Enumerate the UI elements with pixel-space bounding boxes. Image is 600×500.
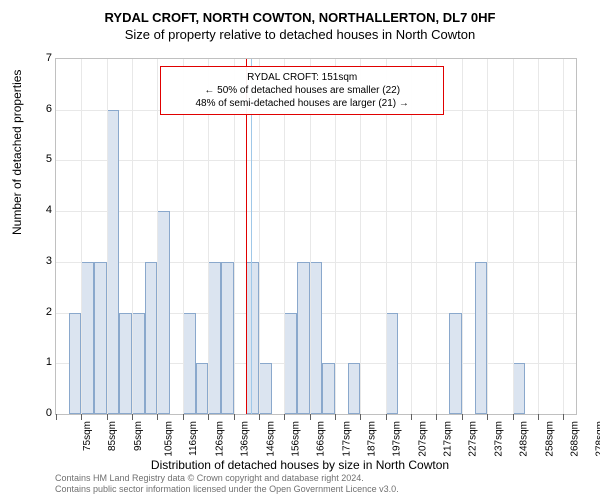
gridline-v [538,59,539,414]
histogram-bar [145,262,158,414]
chart-container: RYDAL CROFT, NORTH COWTON, NORTHALLERTON… [0,0,600,500]
x-tick [234,414,235,420]
histogram-bar [297,262,310,414]
gridline-v [563,59,564,414]
x-tick-label: 105sqm [164,421,175,457]
y-tick-label: 6 [46,103,52,115]
x-tick [81,414,82,420]
histogram-bar [107,110,120,414]
x-tick [335,414,336,420]
histogram-bar [81,262,94,414]
histogram-bar [94,262,107,414]
x-tick-label: 156sqm [291,421,302,457]
x-tick [284,414,285,420]
annotation-box: RYDAL CROFT: 151sqm← 50% of detached hou… [160,66,444,115]
x-tick [386,414,387,420]
x-axis-label: Distribution of detached houses by size … [0,458,600,472]
x-tick [487,414,488,420]
gridline-h [56,211,576,212]
x-tick-label: 85sqm [107,421,118,451]
x-tick-label: 166sqm [316,421,327,457]
histogram-bar [119,313,132,414]
x-tick [183,414,184,420]
annotation-line: RYDAL CROFT: 151sqm [167,71,437,84]
x-tick-label: 177sqm [341,421,352,457]
chart-title-sub: Size of property relative to detached ho… [0,27,600,42]
x-tick-label: 75sqm [82,421,93,451]
x-tick [107,414,108,420]
y-axis-label: Number of detached properties [10,70,24,235]
x-tick [513,414,514,420]
histogram-bar [259,363,272,414]
x-tick-label: 126sqm [214,421,225,457]
gridline-v [462,59,463,414]
histogram-bar [208,262,221,414]
y-tick-label: 5 [46,153,52,165]
y-tick-label: 2 [46,306,52,318]
annotation-line: ← 50% of detached houses are smaller (22… [167,84,437,97]
x-tick-label: 136sqm [240,421,251,457]
histogram-bar [284,313,297,414]
x-tick-label: 146sqm [265,421,276,457]
y-tick-label: 3 [46,255,52,267]
y-tick-label: 7 [46,52,52,64]
footer-line-1: Contains HM Land Registry data © Crown c… [55,473,399,485]
histogram-bar [132,313,145,414]
chart-plot-area: RYDAL CROFT: 151sqm← 50% of detached hou… [55,58,577,415]
x-tick-label: 197sqm [392,421,403,457]
x-tick-label: 187sqm [367,421,378,457]
x-tick [157,414,158,420]
x-tick [259,414,260,420]
gridline-v [513,59,514,414]
gridline-h [56,160,576,161]
x-tick-label: 258sqm [544,421,555,457]
gridline-v [157,59,158,414]
histogram-bar [475,262,488,414]
x-tick-label: 278sqm [595,421,600,457]
x-tick [436,414,437,420]
y-tick-label: 4 [46,204,52,216]
footer-attribution: Contains HM Land Registry data © Crown c… [55,473,399,496]
gridline-v [107,59,108,414]
x-tick-label: 217sqm [443,421,454,457]
histogram-bar [157,211,170,414]
x-tick-label: 237sqm [493,421,504,457]
histogram-bar [221,262,234,414]
gridline-v [132,59,133,414]
x-tick-label: 248sqm [519,421,530,457]
histogram-bar [246,262,259,414]
footer-line-2: Contains public sector information licen… [55,484,399,496]
x-tick [411,414,412,420]
x-tick-label: 227sqm [468,421,479,457]
y-tick-label: 1 [46,356,52,368]
histogram-bar [348,363,361,414]
x-tick [360,414,361,420]
histogram-bar [183,313,196,414]
x-tick-label: 95sqm [133,421,144,451]
x-tick [208,414,209,420]
x-tick-label: 207sqm [417,421,428,457]
y-tick-label: 0 [46,407,52,419]
histogram-bar [310,262,323,414]
histogram-bar [196,363,209,414]
x-tick-label: 268sqm [570,421,581,457]
histogram-bar [513,363,526,414]
gridline-v [81,59,82,414]
chart-title-main: RYDAL CROFT, NORTH COWTON, NORTHALLERTON… [0,0,600,25]
histogram-bar [69,313,82,414]
gridline-v [487,59,488,414]
annotation-line: 48% of semi-detached houses are larger (… [167,97,437,110]
histogram-bar [322,363,335,414]
histogram-bar [449,313,462,414]
x-tick [132,414,133,420]
x-tick [538,414,539,420]
x-tick-label: 116sqm [188,421,199,456]
x-tick [563,414,564,420]
histogram-bar [386,313,399,414]
x-tick [462,414,463,420]
x-tick [56,414,57,420]
x-tick [310,414,311,420]
